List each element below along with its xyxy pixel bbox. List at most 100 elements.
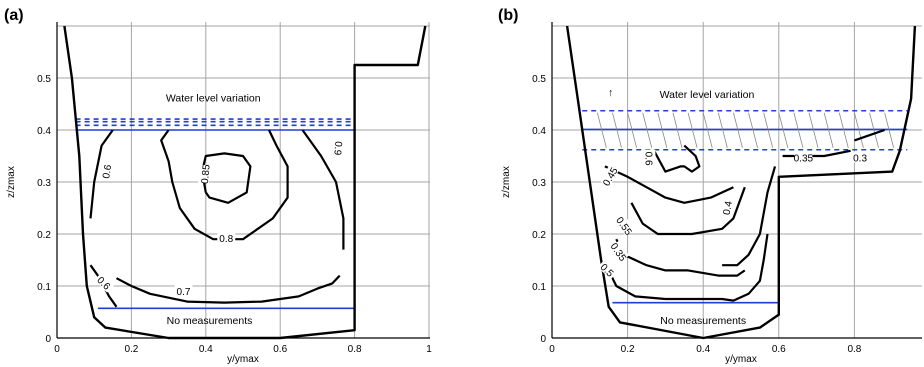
contour-line <box>854 128 885 142</box>
y-tick-label: 0.4 <box>532 126 546 137</box>
hatch-line <box>869 112 879 148</box>
contour-label-bg <box>600 165 619 187</box>
contour-label-bg <box>217 232 236 244</box>
no-measurements-label: No measurements <box>660 315 746 327</box>
contour-label-bg <box>174 285 193 297</box>
x-tick-label: 0.6 <box>273 344 287 355</box>
hatch-line <box>884 112 895 148</box>
hatch-line <box>854 112 864 148</box>
hatch-line <box>748 112 758 148</box>
contours: 0.6 0.850.80.90.60.7 <box>89 129 346 308</box>
contour-label-bg <box>644 149 656 168</box>
contour-label: 0.9 <box>331 141 343 156</box>
hatch-line <box>778 112 789 148</box>
contour-line <box>653 144 701 173</box>
contour-label-bg <box>609 240 630 262</box>
panel-b: (b) 0 0.2 0.4 0.6 0.8 0 0.1 0.2 0.3 0.4 0.5 y/ymax z/… <box>498 7 922 365</box>
hatch-line <box>733 112 743 148</box>
y-axis-label: z/zmax <box>6 166 17 198</box>
contour-label-bg <box>98 161 113 182</box>
contour-label: 0.35 <box>608 241 628 264</box>
contour-label: 0.6 <box>101 163 114 179</box>
contour-line <box>607 233 769 302</box>
x-tick-label: 0 <box>54 344 60 355</box>
contour-label-bg <box>333 138 346 158</box>
rising-arrow: ↑ <box>608 87 613 99</box>
x-tick-label: 0.2 <box>621 344 635 355</box>
x-tick-label: 0.2 <box>124 344 138 355</box>
contour-line <box>301 129 345 250</box>
y-tick-label: 0.5 <box>532 74 546 85</box>
contour-label: 0.85 <box>200 164 213 185</box>
y-tick-label: 0.3 <box>37 178 51 189</box>
contour-line <box>722 166 777 267</box>
grid <box>57 22 430 338</box>
contour-line <box>89 129 114 219</box>
x-tick-label: 0.4 <box>199 344 213 355</box>
contour-label: 0.55 <box>613 215 633 238</box>
water-level-lines <box>582 109 908 151</box>
contour-line <box>604 165 734 204</box>
contour-line <box>630 186 746 236</box>
water-level-lines <box>75 118 355 131</box>
water-level-variation-label: Water level variation <box>166 92 261 104</box>
y-tick-label: 0.2 <box>37 230 51 241</box>
contour-label-bg <box>851 151 870 163</box>
y-tick-label: 0.5 <box>37 74 51 85</box>
contour-label-bg <box>597 259 619 280</box>
hatch-line <box>687 112 698 148</box>
contour-line <box>615 238 746 277</box>
hatch-line <box>793 112 804 148</box>
contour-label: 0.8 <box>219 234 233 245</box>
x-axis-label: y/ymax <box>227 354 259 365</box>
contour-label-bg <box>94 272 115 293</box>
no-measurements-label: No measurements <box>167 315 253 327</box>
contour-label: 0.35 <box>794 154 814 165</box>
y-axis-label: z/zmax <box>501 166 512 198</box>
contour-label: 0.4 <box>722 200 735 216</box>
channel-wall <box>63 25 427 340</box>
y-tick-label: 0.1 <box>532 282 546 293</box>
hatch-line <box>702 112 713 148</box>
x-tick-label: 0.8 <box>348 344 362 355</box>
hatch-line <box>763 112 774 148</box>
contour-line <box>201 152 252 204</box>
hatch-line <box>627 112 637 148</box>
contour-line <box>115 274 341 304</box>
hatch-line <box>838 112 849 148</box>
x-tick-label: 0.4 <box>696 344 710 355</box>
y-tick-label: 0.3 <box>532 178 546 189</box>
hatch-line <box>657 112 668 148</box>
x-tick-label: 0 <box>549 344 555 355</box>
hatch-line <box>596 112 607 148</box>
contour-label-bg <box>615 214 635 236</box>
hatch-line <box>717 112 728 148</box>
panel-a: (a) 0 0.2 0.4 0.6 0.8 1 0 0.1 0.2 0.3 0.4 0.5 y/ymax z… <box>4 7 432 365</box>
x-tick-label: 1 <box>426 344 432 355</box>
water-level-variation-label: Water level variation <box>660 89 755 101</box>
contour-label-bg <box>198 164 211 184</box>
contour-label: 0.3 <box>853 154 867 165</box>
hatch-line <box>808 112 819 148</box>
hatch-line <box>642 112 653 148</box>
contour-label: 0.6 <box>642 152 653 166</box>
y-tick-label: 0.2 <box>532 230 546 241</box>
contour-label: 0.7 <box>177 287 191 298</box>
hatch-line <box>612 112 622 148</box>
x-tick-label: 0.6 <box>772 344 786 355</box>
y-tick-label: 0.4 <box>37 126 51 137</box>
panel-label: (a) <box>4 7 24 24</box>
y-tick-label: 0 <box>45 334 51 345</box>
contours: 0.450.60.40.550.350.50.35 0.3 <box>597 128 885 302</box>
hatch-line <box>823 112 834 148</box>
water-level-hatching <box>596 112 895 148</box>
y-tick-label: 0 <box>540 334 546 345</box>
contour-label-bg <box>794 151 813 163</box>
x-axis-label: y/ymax <box>725 354 757 365</box>
contour-label: 0.45 <box>601 165 620 188</box>
hatch-line <box>672 112 683 148</box>
contour-label-bg <box>719 197 734 218</box>
contour-line <box>160 129 289 241</box>
panel-label: (b) <box>498 7 518 24</box>
